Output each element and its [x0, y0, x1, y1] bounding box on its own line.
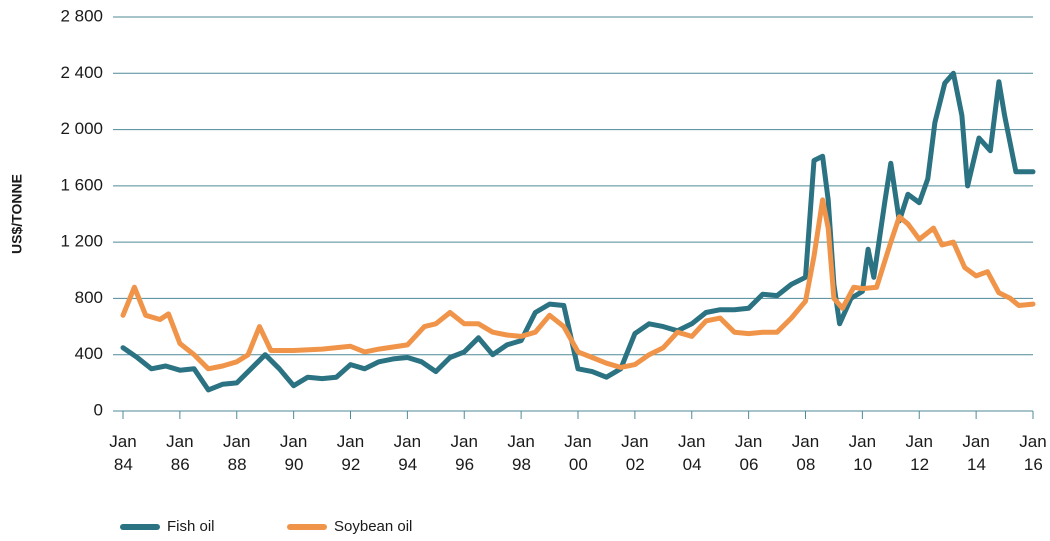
- x-tick-label: Jan 90: [280, 432, 308, 474]
- y-tick-label: 1 200: [60, 232, 103, 251]
- x-tick-label: Jan 00: [564, 432, 592, 474]
- x-tick-label: Jan 88: [223, 432, 251, 474]
- line-series: [120, 197, 1036, 372]
- x-tick-label: Jan 14: [962, 432, 990, 474]
- x-tick-label: Jan 84: [109, 432, 137, 474]
- y-tick-label: 2 000: [60, 119, 103, 138]
- x-tick-label: Jan 02: [621, 432, 649, 474]
- x-tick-label: Jan 92: [337, 432, 365, 474]
- y-axis-title: US$/TONNE: [9, 174, 25, 254]
- x-tick-label: Jan 04: [678, 432, 706, 474]
- x-tick-label: Jan 94: [394, 432, 422, 474]
- x-tick-label: Jan 96: [450, 432, 478, 474]
- y-tick-label: 0: [94, 400, 103, 419]
- y-tick-label: 400: [75, 344, 103, 363]
- x-tick-label: Jan 86: [166, 432, 194, 474]
- x-tick-label: Jan 06: [735, 432, 763, 474]
- y-tick-label: 800: [75, 288, 103, 307]
- y-tick-label: 2 800: [60, 6, 103, 25]
- x-tick-label: Jan 98: [507, 432, 535, 474]
- y-tick-label: 1 600: [60, 175, 103, 194]
- legend-label: Soybean oil: [334, 518, 412, 535]
- legend-label: Fish oil: [167, 518, 215, 535]
- x-tick-label: Jan 12: [905, 432, 933, 474]
- y-tick-label: 2 400: [60, 63, 103, 82]
- x-tick-label: Jan 16: [1019, 432, 1047, 474]
- x-tick-label: Jan 10: [849, 432, 877, 474]
- x-tick-label: Jan 08: [792, 432, 820, 474]
- line-series: [120, 70, 1036, 393]
